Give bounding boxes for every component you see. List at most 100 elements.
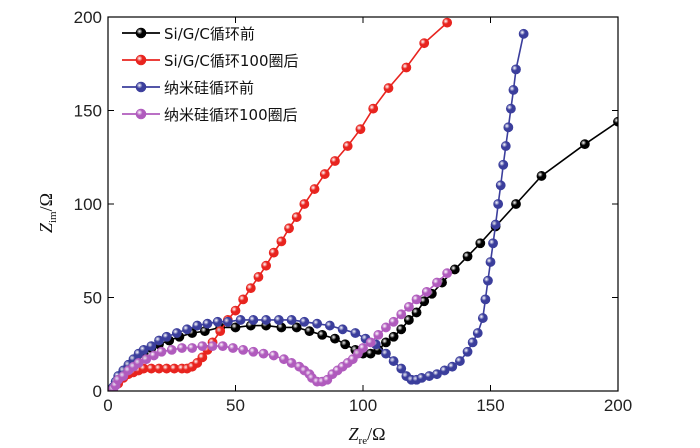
data-point	[536, 171, 547, 181]
data-point	[146, 341, 157, 352]
data-point	[381, 348, 391, 359]
data-point	[442, 17, 453, 28]
data-point	[319, 169, 330, 179]
data-point	[368, 103, 379, 114]
y-tick-label: 200	[74, 8, 102, 27]
data-point	[230, 322, 241, 333]
data-point	[381, 337, 391, 348]
data-point	[337, 324, 348, 335]
data-point	[258, 348, 269, 359]
y-tick-label: 50	[83, 289, 102, 308]
data-point	[403, 301, 414, 312]
legend-item: Si/G/C循环100圈后	[122, 52, 299, 70]
plot-area	[108, 17, 618, 391]
data-point	[505, 103, 516, 114]
data-point	[230, 305, 241, 316]
data-point	[508, 85, 519, 95]
legend-label: Si/G/C循环100圈后	[164, 52, 299, 70]
data-point	[299, 199, 310, 209]
data-point	[477, 313, 488, 323]
legend-item: 纳米硅循环前	[122, 79, 254, 97]
data-point	[396, 363, 407, 374]
data-point	[192, 320, 203, 331]
data-point	[480, 294, 491, 305]
data-point	[312, 318, 322, 329]
data-point	[253, 272, 264, 282]
data-point	[432, 277, 442, 288]
data-point	[248, 315, 259, 325]
data-point	[396, 324, 407, 335]
legend-marker	[135, 108, 147, 120]
data-point	[503, 122, 514, 133]
data-point	[472, 328, 483, 338]
data-point	[291, 212, 302, 222]
data-point	[330, 156, 340, 166]
data-point	[350, 328, 361, 338]
data-point	[261, 260, 271, 271]
data-point	[202, 318, 213, 329]
x-tick-label: 200	[604, 396, 632, 415]
data-point	[365, 337, 376, 348]
y-tick-label: 150	[74, 102, 102, 121]
data-point	[454, 356, 465, 366]
data-point	[177, 343, 187, 353]
data-point	[291, 322, 302, 333]
data-point	[238, 344, 249, 355]
y-tick-label: 0	[93, 382, 102, 401]
data-point	[401, 62, 412, 73]
data-point	[462, 346, 473, 357]
data-point	[299, 316, 310, 327]
x-axis-title: Zre/Ω	[349, 424, 386, 447]
data-point	[222, 316, 233, 327]
series-3	[108, 268, 453, 391]
data-point	[268, 247, 279, 258]
data-point	[156, 346, 167, 357]
data-point	[518, 28, 529, 39]
data-point	[511, 199, 521, 209]
data-point	[388, 331, 399, 342]
data-point	[342, 141, 353, 151]
data-point	[511, 64, 521, 75]
x-tick-label: 0	[103, 396, 112, 415]
data-point	[373, 329, 384, 340]
data-point	[396, 309, 407, 320]
axes: 00 50 50 100 100 150 150 200 200	[74, 8, 633, 415]
data-point	[442, 268, 453, 279]
data-point	[197, 352, 208, 363]
data-point	[276, 236, 287, 247]
data-point	[411, 307, 422, 318]
legend-item: 纳米硅循环100圈后	[122, 106, 298, 124]
x-tick-label: 100	[349, 396, 377, 415]
data-point	[207, 341, 218, 352]
data-point	[286, 315, 297, 325]
data-point	[355, 124, 366, 135]
data-point	[273, 315, 284, 325]
data-point	[166, 344, 177, 355]
data-point	[317, 329, 328, 340]
legend-label: Si/G/C循环前	[164, 25, 255, 43]
legend-label: 纳米硅循环100圈后	[164, 106, 298, 124]
data-point	[358, 343, 368, 353]
data-point	[340, 339, 351, 350]
legend-item: Si/G/C循环前	[122, 25, 255, 43]
data-point	[171, 328, 182, 338]
data-point	[498, 159, 509, 170]
data-point	[475, 238, 486, 249]
legend-marker	[135, 81, 147, 93]
data-point	[212, 316, 223, 327]
data-point	[613, 116, 618, 127]
data-point	[268, 350, 279, 361]
data-point	[217, 341, 228, 352]
data-point	[485, 257, 496, 267]
data-point	[447, 361, 458, 372]
data-point	[493, 199, 504, 209]
legend-marker	[135, 54, 147, 66]
data-point	[579, 139, 590, 150]
data-point	[161, 331, 172, 342]
data-point	[495, 180, 506, 191]
data-point	[238, 294, 249, 305]
data-point	[182, 324, 192, 335]
data-point	[304, 326, 315, 337]
